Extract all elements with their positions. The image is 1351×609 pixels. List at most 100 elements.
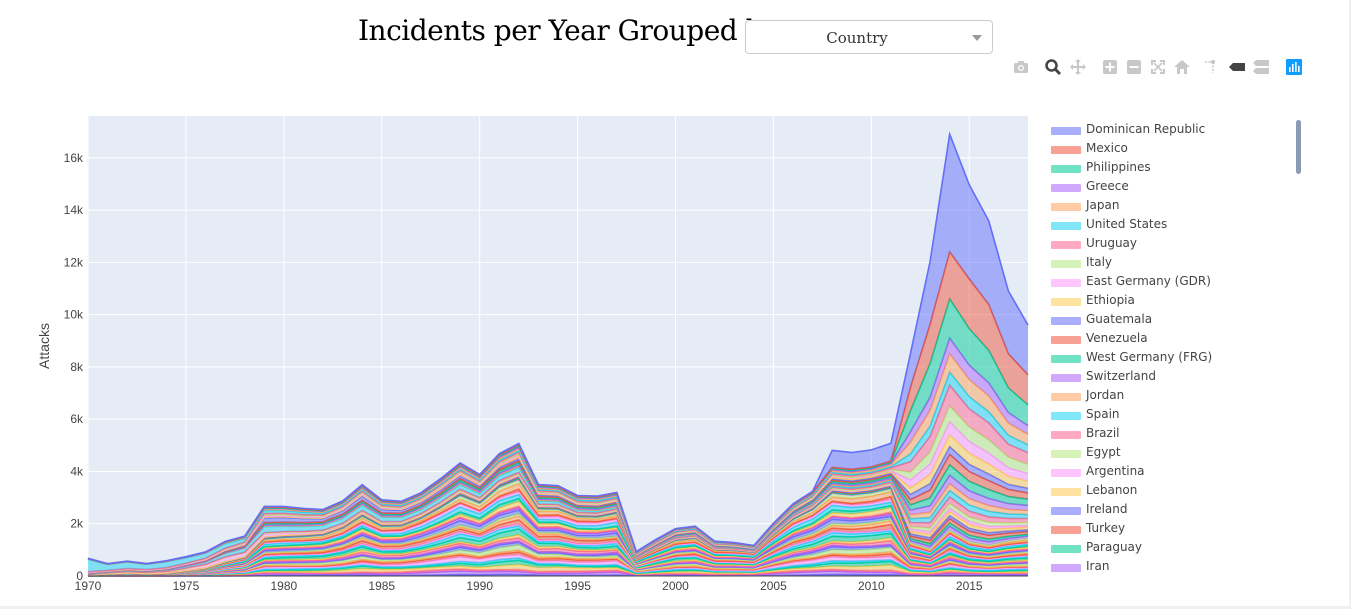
legend-label: Ethiopia (1086, 293, 1135, 307)
plotly-logo-icon[interactable] (1285, 58, 1303, 76)
legend-item[interactable]: Ireland (1048, 500, 1288, 519)
legend-item[interactable]: Venezuela (1048, 329, 1288, 348)
legend-label: Switzerland (1086, 369, 1156, 383)
area-series-other[interactable] (88, 569, 1028, 576)
legend-swatch (1051, 469, 1081, 477)
x-tick-label: 1980 (270, 579, 297, 593)
legend-item[interactable]: Spain (1048, 405, 1288, 424)
hover-closest-icon[interactable] (1228, 58, 1246, 76)
chart-legend: Dominican Republic Mexico Philippines Greec… (1048, 120, 1298, 580)
spike-lines-icon[interactable] (1203, 58, 1221, 76)
pan-icon[interactable] (1069, 58, 1087, 76)
legend-label: Paraguay (1086, 540, 1143, 554)
legend-item[interactable]: Philippines (1048, 158, 1288, 177)
x-tick-label: 1975 (173, 579, 200, 593)
legend-item[interactable]: Dominican Republic (1048, 120, 1288, 139)
y-axis-label: Attacks (36, 323, 52, 369)
legend-item[interactable]: United States (1048, 215, 1288, 234)
zoom-in-icon[interactable] (1101, 58, 1119, 76)
legend-label: Philippines (1086, 160, 1151, 174)
legend-scrollbar[interactable] (1296, 120, 1301, 174)
legend-swatch (1051, 127, 1081, 135)
zoom-icon[interactable] (1044, 58, 1062, 76)
legend-swatch (1051, 431, 1081, 439)
series-line (87, 131, 1029, 565)
legend-item[interactable]: Brazil (1048, 424, 1288, 443)
y-tick-label: 8k (70, 360, 84, 374)
home-icon[interactable] (1173, 58, 1191, 76)
x-tick-label: 2000 (662, 579, 689, 593)
camera-icon[interactable] (1012, 58, 1030, 76)
legend-item[interactable]: Greece (1048, 177, 1288, 196)
legend-label: Dominican Republic (1086, 122, 1206, 136)
legend-swatch (1051, 184, 1081, 192)
legend-swatch (1051, 450, 1081, 458)
legend-label: Venezuela (1086, 331, 1148, 345)
legend-swatch (1051, 545, 1081, 553)
legend-item[interactable]: Lebanon (1048, 481, 1288, 500)
area-series-other[interactable] (88, 564, 1028, 577)
legend-item[interactable]: Paraguay (1048, 538, 1288, 557)
legend-item[interactable]: East Germany (GDR) (1048, 272, 1288, 291)
legend-item[interactable]: Switzerland (1048, 367, 1288, 386)
legend-label: Lebanon (1086, 483, 1138, 497)
legend-label: United States (1086, 217, 1168, 231)
legend-swatch (1051, 146, 1081, 154)
legend-label: Egypt (1086, 445, 1121, 459)
zoom-out-icon[interactable] (1125, 58, 1143, 76)
legend-swatch (1051, 260, 1081, 268)
legend-item[interactable]: Italy (1048, 253, 1288, 272)
chevron-down-icon[interactable] (972, 35, 982, 41)
legend-swatch (1051, 222, 1081, 230)
legend-item[interactable]: Ethiopia (1048, 291, 1288, 310)
legend-item[interactable]: Argentina (1048, 462, 1288, 481)
legend-swatch (1051, 412, 1081, 420)
legend-label: Turkey (1086, 521, 1126, 535)
window-edge-right (1349, 0, 1351, 609)
x-tick-label: 2005 (760, 579, 787, 593)
legend-item[interactable]: Japan (1048, 196, 1288, 215)
x-tick-label: 1985 (368, 579, 395, 593)
legend-label: Ireland (1086, 502, 1128, 516)
legend-swatch (1051, 317, 1081, 325)
legend-swatch (1051, 165, 1081, 173)
legend-swatch (1051, 374, 1081, 382)
legend-swatch (1051, 298, 1081, 306)
dropdown-selected-value: Country (826, 29, 888, 47)
y-tick-label: 12k (64, 255, 84, 269)
y-tick-label: 6k (70, 412, 84, 426)
legend-label: West Germany (FRG) (1086, 350, 1213, 364)
legend-item[interactable]: West Germany (FRG) (1048, 348, 1288, 367)
legend-item[interactable]: Guatemala (1048, 310, 1288, 329)
legend-swatch (1051, 564, 1081, 572)
legend-swatch (1051, 336, 1081, 344)
y-tick-label: 16k (64, 151, 84, 165)
legend-label: East Germany (GDR) (1086, 274, 1211, 288)
legend-item[interactable]: Iran (1048, 557, 1288, 576)
y-tick-label: 0 (76, 569, 83, 583)
hover-compare-icon[interactable] (1252, 58, 1270, 76)
legend-label: Mexico (1086, 141, 1128, 155)
legend-label: Guatemala (1086, 312, 1153, 326)
legend-swatch (1051, 203, 1081, 211)
x-tick-label: 1995 (564, 579, 591, 593)
x-tick-labels: 1970 1975 1980 1985 1990 1995 2000 2005 2010 2015 (75, 579, 983, 593)
legend-label: Jordan (1086, 388, 1125, 402)
legend-item[interactable]: Uruguay (1048, 234, 1288, 253)
group-by-dropdown[interactable]: Country (745, 20, 993, 54)
legend-swatch (1051, 355, 1081, 363)
y-tick-label: 10k (64, 308, 84, 322)
x-tick-label: 2015 (956, 579, 983, 593)
autoscale-icon[interactable] (1149, 58, 1167, 76)
legend-item[interactable]: Turkey (1048, 519, 1288, 538)
legend-item[interactable]: Mexico (1048, 139, 1288, 158)
legend-label: Italy (1086, 255, 1113, 269)
legend-item[interactable]: Jordan (1048, 386, 1288, 405)
legend-swatch (1051, 393, 1081, 401)
legend-label: Japan (1086, 198, 1120, 212)
legend-item[interactable]: Egypt (1048, 443, 1288, 462)
y-tick-labels: 0 2k 4k 6k 8k 10k 12k 14k 16k (64, 151, 84, 583)
window-edge-bottom (0, 606, 1351, 609)
legend-swatch (1051, 279, 1081, 287)
